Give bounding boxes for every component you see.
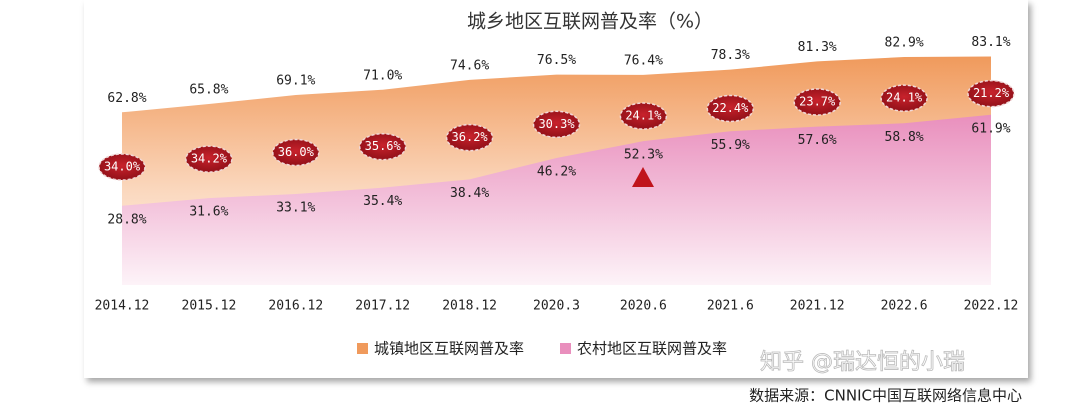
difference-label: 24.1%	[886, 91, 923, 105]
difference-badge	[358, 132, 407, 161]
x-tick-label: 2021.12	[790, 299, 845, 314]
marker-triangle	[632, 167, 654, 187]
data-label: 81.3%	[798, 40, 837, 55]
difference-badge	[880, 84, 928, 112]
x-tick-label: 2018.12	[442, 299, 497, 314]
legend-swatch	[357, 343, 368, 354]
difference-badge	[619, 102, 668, 130]
difference-label: 30.3%	[538, 117, 575, 131]
x-tick-label: 2022.6	[881, 299, 928, 314]
difference-label: 34.2%	[191, 152, 228, 166]
data-label: 62.8%	[107, 91, 146, 106]
difference-badge	[967, 79, 1015, 108]
x-tick-label: 2017.12	[355, 299, 410, 314]
data-label: 65.8%	[189, 83, 228, 98]
x-tick-label: 2020.3	[533, 299, 580, 314]
difference-badge	[532, 110, 581, 139]
difference-badge	[185, 145, 233, 173]
chart-title: 城乡地区互联网普及率（%）	[467, 11, 713, 33]
difference-label: 34.0%	[104, 160, 141, 174]
x-tick-label: 2020.6	[620, 299, 667, 314]
data-label: 46.2%	[537, 164, 576, 179]
difference-badge	[98, 153, 146, 181]
difference-label: 21.2%	[973, 86, 1010, 100]
x-tick-label: 2015.12	[182, 299, 237, 314]
difference-label: 22.4%	[712, 101, 749, 115]
difference-badge	[272, 138, 320, 167]
data-label: 61.9%	[971, 121, 1010, 136]
difference-label: 36.2%	[452, 130, 489, 144]
data-label: 69.1%	[276, 73, 315, 88]
data-label: 31.6%	[189, 205, 228, 220]
x-tick-label: 2016.12	[268, 299, 323, 314]
legend-swatch	[560, 343, 571, 354]
area	[122, 114, 991, 286]
data-label: 58.8%	[885, 130, 924, 145]
difference-badge	[706, 94, 755, 123]
legend-label: 农村地区互联网普及率	[577, 340, 727, 358]
data-label: 83.1%	[971, 35, 1010, 50]
data-label: 33.1%	[276, 200, 315, 215]
data-label: 78.3%	[711, 48, 750, 63]
data-label: 74.6%	[450, 58, 489, 73]
data-label: 71.0%	[363, 68, 402, 83]
difference-label: 24.1%	[625, 109, 662, 123]
difference-label: 35.6%	[365, 139, 402, 153]
data-label: 55.9%	[711, 138, 750, 153]
x-tick-label: 2014.12	[95, 299, 150, 314]
data-label: 76.5%	[537, 53, 576, 68]
data-label: 28.8%	[107, 212, 146, 227]
difference-label: 36.0%	[278, 145, 315, 159]
data-label: 82.9%	[885, 36, 924, 51]
data-label: 38.4%	[450, 186, 489, 201]
data-label: 35.4%	[363, 194, 402, 209]
difference-badge	[445, 123, 494, 152]
x-tick-label: 2022.12	[964, 299, 1019, 314]
difference-badge	[793, 88, 841, 116]
watermark: 知乎 @瑞达恒的小瑞	[760, 350, 965, 375]
difference-label: 23.7%	[799, 95, 836, 109]
legend-label: 城镇地区互联网普及率	[374, 340, 524, 358]
data-label: 52.3%	[624, 148, 663, 163]
source: 数据来源：CNNIC中国互联网络信息中心	[749, 387, 1022, 405]
x-tick-label: 2021.6	[707, 299, 754, 314]
data-label: 76.4%	[624, 53, 663, 68]
data-label: 57.6%	[798, 133, 837, 148]
